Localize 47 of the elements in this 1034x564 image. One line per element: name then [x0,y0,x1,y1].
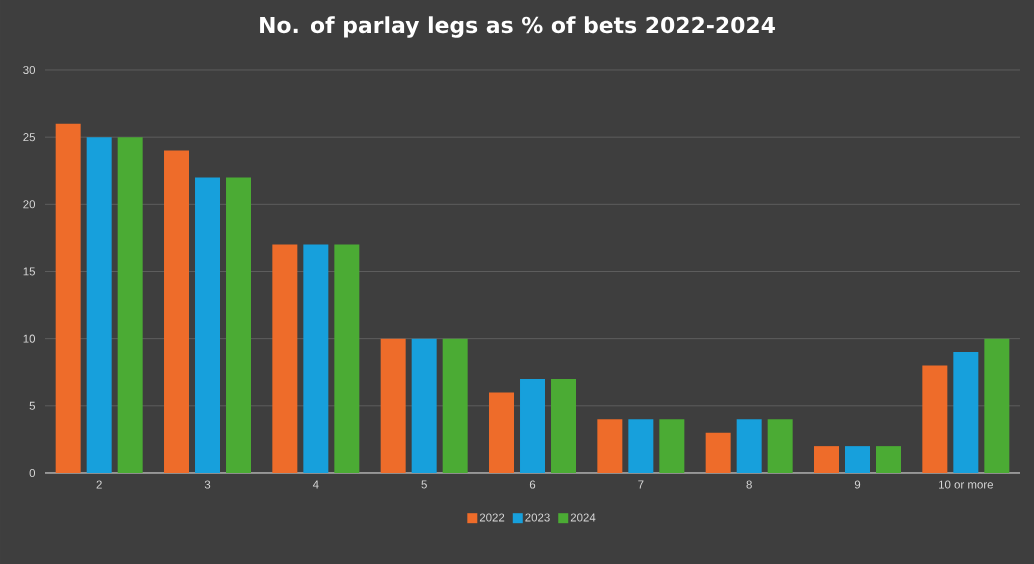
y-tick-label: 30 [23,65,36,75]
bar [55,123,81,473]
bar [845,446,871,473]
bar [164,150,190,473]
bar [767,419,793,473]
bar [922,365,948,473]
y-tick-label: 10 [23,334,36,343]
bar [814,446,840,473]
bar [334,244,360,473]
legend-label: 2024 [570,513,596,522]
y-tick-label: 25 [23,133,36,142]
bar [195,177,221,473]
bar [876,446,902,473]
bar [272,244,298,473]
bar [303,244,329,473]
bar [411,338,437,473]
y-tick-label: 5 [29,401,36,410]
x-tick-label: 6 [529,480,536,489]
bar [226,177,252,473]
x-tick-label: 3 [204,480,211,489]
x-tick-label: 4 [312,480,319,489]
bar [380,338,406,473]
bar [442,338,468,473]
bar [705,432,731,473]
legend-label: 2023 [525,513,550,522]
bar [659,419,685,473]
x-tick-label: 5 [421,480,427,489]
bar [597,419,623,473]
x-tick-label: 10 or more [939,480,994,489]
y-tick-label: 20 [23,200,36,209]
bar [736,419,762,473]
bar [520,378,546,473]
bar [628,419,654,473]
bar [86,137,112,473]
chart-title: No. of parlay legs as % of bets 2022-2024 [260,16,775,38]
x-tick-label: 8 [746,480,752,489]
x-tick-label: 9 [854,480,861,489]
y-tick-label: 15 [23,267,36,276]
x-tick-label: 7 [638,480,644,489]
y-tick-label: 0 [29,468,36,478]
bar [489,392,515,473]
bar [953,352,979,473]
bar [984,338,1010,473]
bar [117,137,143,473]
bar [551,378,577,473]
x-tick-label: 2 [96,480,102,489]
legend-label: 2022 [479,513,505,522]
